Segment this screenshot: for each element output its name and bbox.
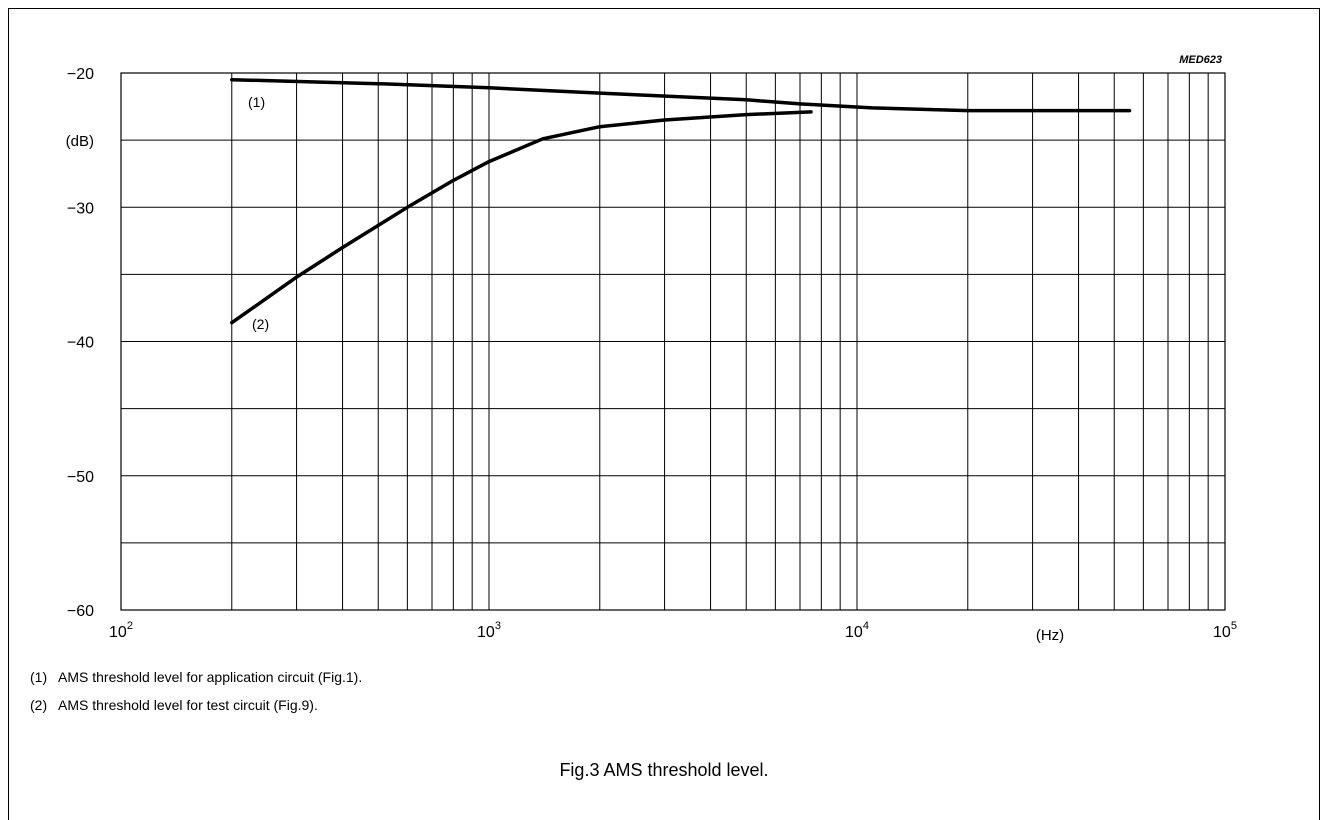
y-tick-label: −40 <box>67 335 94 352</box>
y-axis-label: (dB) <box>66 133 94 150</box>
series-2-line <box>230 110 813 325</box>
note-2: (2) AMS threshold level for test circuit … <box>30 697 318 713</box>
x-tick-label: 102 <box>109 620 133 641</box>
x-axis-label: (Hz) <box>1036 627 1064 644</box>
series-1-label: (1) <box>248 94 265 110</box>
figure-caption: Fig.3 AMS threshold level. <box>559 760 769 780</box>
note-1-text: AMS threshold level for application circ… <box>58 669 363 685</box>
series-1-line <box>230 77 1132 113</box>
note-2-number: (2) <box>30 697 48 713</box>
x-tick-label: 104 <box>845 620 869 641</box>
y-tick-label: −60 <box>67 603 94 620</box>
plot-area-border <box>120 72 1226 611</box>
x-tick-label: 105 <box>1213 620 1237 641</box>
note-2-text: AMS threshold level for test circuit (Fi… <box>58 697 318 713</box>
y-tick-label: −50 <box>67 469 94 486</box>
x-tick-label: 103 <box>477 620 501 641</box>
series-2-label: (2) <box>252 316 269 332</box>
figure-code-label: MED623 <box>1179 54 1222 66</box>
figure-frame <box>8 8 1320 820</box>
y-tick-label: −30 <box>67 200 94 217</box>
note-1-number: (1) <box>30 669 48 685</box>
y-tick-label: −20 <box>67 66 94 83</box>
note-1: (1) AMS threshold level for application c… <box>30 669 362 685</box>
threshold-chart: −60 −50 −40 −30 −20 (dB) 102 103 104 105 (Hz) MED62… <box>66 54 1237 644</box>
